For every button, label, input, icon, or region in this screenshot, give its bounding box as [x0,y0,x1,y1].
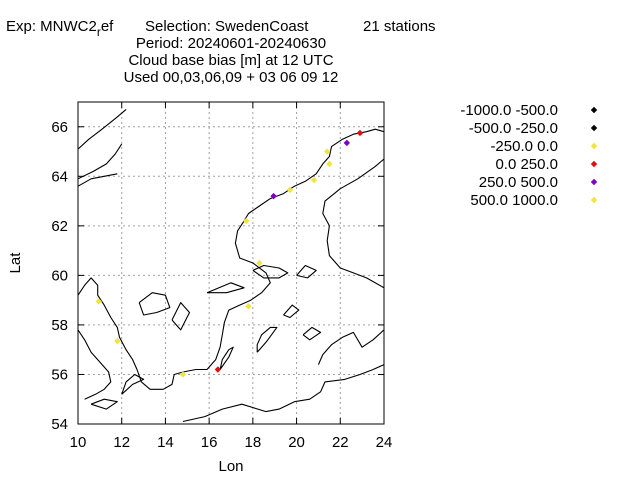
station-marker [245,303,251,309]
coastline [297,266,317,278]
legend-marker [591,197,597,203]
coastline [318,330,384,365]
y-tick-label: 58 [51,317,68,334]
y-tick-label: 64 [51,168,68,185]
title-stations: 21 stations [363,18,436,35]
coastline [207,283,244,293]
legend-label: -500.0 -250.0 [469,120,558,137]
legend: -1000.0 -500.0-500.0 -250.0-250.0 0.00.0… [460,102,597,209]
grid-lines [78,102,384,424]
x-axis-label: Lon [218,458,243,475]
station-marker [357,130,363,136]
station-marker [256,260,262,266]
title-quantity: Cloud base bias [m] at 12 UTC [128,52,333,69]
title-used: Used 00,03,06,09 + 03 06 09 12 [124,69,339,86]
station-marker [114,338,120,344]
legend-label: 250.0 500.0 [479,174,558,191]
coastline [220,347,233,369]
coastline [91,399,117,409]
title-exp-suffix: ef [101,18,114,35]
title-exp-prefix: Exp: MNWC2 [6,18,97,35]
x-tick-label: 18 [245,434,262,451]
legend-label: -1000.0 -500.0 [460,102,558,119]
title-period: Period: 20240601-20240630 [136,35,326,52]
y-axis-label: Lat [7,252,24,274]
axis-tick-labels: 10 12 14 16 18 20 22 24 54 56 58 60 62 64 66 [51,119,392,451]
title-selection: Selection: SwedenCoast [145,18,309,35]
station-marker [324,148,330,154]
x-tick-label: 14 [157,434,174,451]
coastline [78,129,384,389]
y-tick-label: 66 [51,119,68,136]
coastline [257,327,277,352]
station-marker [311,177,317,183]
station-marker [96,298,102,304]
coastline [303,327,321,339]
station-marker [243,218,249,224]
legend-marker [591,179,597,185]
x-tick-label: 20 [288,434,305,451]
x-tick-label: 22 [332,434,349,451]
legend-label: 500.0 1000.0 [470,192,558,209]
coastline [172,303,190,330]
x-tick-label: 24 [376,434,393,451]
axis-ticks [78,102,384,424]
chart-title: Exp: MNWC2ref Selection: SwedenCoast 21 … [6,18,436,86]
coastline [78,109,126,149]
coastline [122,375,144,395]
plot-frame [78,102,384,424]
coastline [78,144,122,179]
x-tick-label: 16 [201,434,218,451]
title-exp-line: Exp: MNWC2ref [6,18,114,39]
coastline [78,330,111,399]
coastline [183,365,384,422]
legend-marker [591,143,597,149]
legend-label: -250.0 0.0 [490,138,558,155]
x-tick-label: 12 [113,434,130,451]
y-tick-label: 60 [51,267,68,284]
coastline [284,305,299,317]
x-tick-label: 10 [70,434,87,451]
coastline [323,159,384,288]
station-marker [344,140,350,146]
legend-label: 0.0 250.0 [495,156,558,173]
y-tick-label: 62 [51,218,68,235]
station-marker [326,161,332,167]
legend-marker [591,107,597,113]
y-tick-label: 54 [51,416,68,433]
legend-marker [591,161,597,167]
legend-marker [591,125,597,131]
station-markers [96,130,364,378]
y-tick-label: 56 [51,366,68,383]
